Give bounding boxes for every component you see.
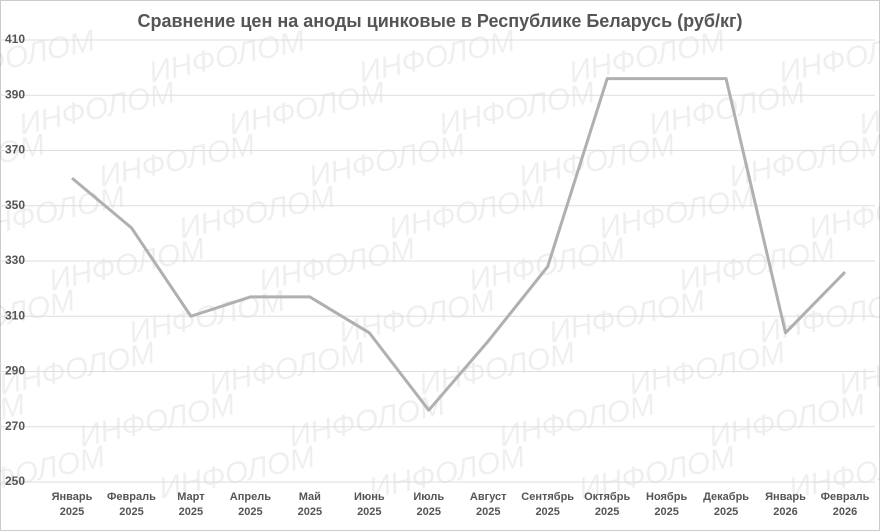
x-tick-label: Июнь 2025: [354, 491, 385, 518]
chart-title: Сравнение цен на аноды цинковые в Респуб…: [137, 11, 742, 31]
x-tick-label: Июль 2025: [413, 491, 444, 518]
y-tick-label: 390: [5, 87, 25, 101]
y-tick-label: 250: [5, 474, 25, 488]
x-tick-label: Январь 2025: [52, 491, 93, 518]
y-tick-label: 350: [5, 198, 25, 212]
line: [71, 77, 847, 412]
y-tick-label: 310: [5, 308, 25, 322]
x-tick-label: Май 2025: [298, 491, 322, 518]
x-tick-label: Август 2025: [470, 491, 507, 518]
y-tick-label: 410: [5, 32, 25, 46]
y-tick-label: 290: [5, 364, 25, 378]
x-tick-label: Октябрь 2025: [584, 491, 630, 518]
x-tick-label: Ноябрь 2025: [646, 491, 687, 518]
y-tick-label: 330: [5, 253, 25, 267]
x-tick-label: Февраль 2025: [107, 491, 156, 518]
x-tick-label: Январь 2026: [765, 491, 806, 518]
y-tick-label: 270: [5, 419, 25, 433]
grid: [0, 39, 875, 483]
x-tick-label: Сентябрь 2025: [521, 491, 574, 518]
x-tick-label: Март 2025: [177, 491, 205, 518]
y-tick-label: 370: [5, 143, 25, 157]
x-tick-label: Декабрь 2025: [703, 491, 749, 518]
x-tick-label: Апрель 2025: [230, 491, 271, 518]
x-tick-label: Февраль 2026: [821, 491, 870, 518]
